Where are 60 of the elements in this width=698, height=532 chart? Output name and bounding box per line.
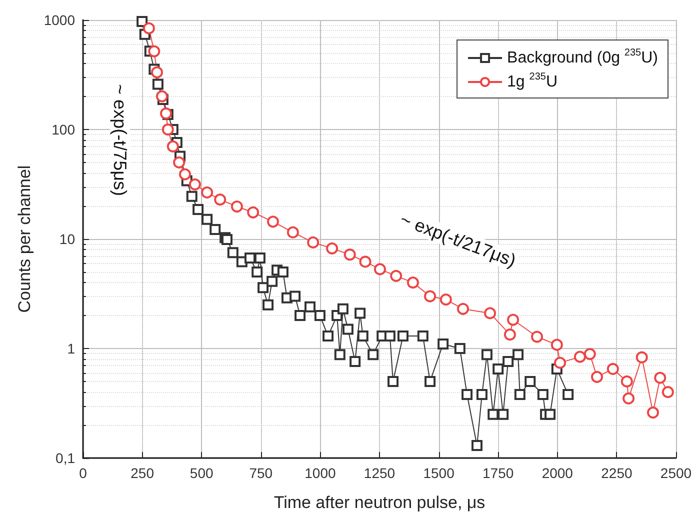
point xyxy=(440,294,452,306)
point xyxy=(374,263,386,276)
point xyxy=(406,276,419,289)
point xyxy=(647,406,659,419)
point xyxy=(662,386,674,398)
point xyxy=(179,168,191,180)
point xyxy=(591,370,604,383)
y-tick-label: 1 xyxy=(67,340,76,356)
x-tick-label: 2250 xyxy=(601,465,632,481)
x-tick-label: 1750 xyxy=(482,465,514,481)
x-axis-title: Time after neutron pulse, μs xyxy=(274,493,486,512)
point xyxy=(326,242,338,254)
point xyxy=(636,351,648,364)
point xyxy=(359,256,372,268)
point xyxy=(550,338,563,351)
point xyxy=(201,186,214,198)
point xyxy=(390,270,402,282)
x-tick-label: 2500 xyxy=(660,465,692,481)
point xyxy=(173,156,186,168)
y-tick-label: 10 xyxy=(59,231,76,247)
x-tick-label: 750 xyxy=(249,465,273,481)
point xyxy=(188,178,201,190)
point xyxy=(484,307,496,320)
point xyxy=(148,45,160,58)
point xyxy=(507,314,520,326)
y-tick-label: 100 xyxy=(52,122,76,138)
point xyxy=(166,140,179,152)
x-tick-label: 1000 xyxy=(304,465,336,481)
point xyxy=(247,206,260,218)
x-tick-label: 1500 xyxy=(423,465,455,481)
point xyxy=(584,348,596,360)
point xyxy=(424,290,436,302)
point xyxy=(230,200,243,213)
point xyxy=(554,356,566,369)
x-tick-label: 0 xyxy=(79,465,88,481)
point xyxy=(457,302,469,315)
point xyxy=(344,248,356,261)
y-tick-label: 0,1 xyxy=(56,450,76,466)
y-axis-title: Counts per channel xyxy=(14,165,34,313)
x-tick-label: 2000 xyxy=(542,465,574,481)
point xyxy=(654,372,666,384)
point xyxy=(620,375,633,388)
y-tick-label: 1000 xyxy=(44,12,76,28)
x-tick-label: 1250 xyxy=(364,465,396,481)
point xyxy=(156,90,168,102)
point xyxy=(606,362,619,375)
point xyxy=(267,216,279,228)
point xyxy=(574,350,586,363)
point xyxy=(504,328,516,341)
x-tick-label: 250 xyxy=(130,465,154,481)
point xyxy=(151,66,164,78)
point xyxy=(162,124,174,136)
point xyxy=(286,226,299,238)
annotation: ~ exp(-t/75μs) xyxy=(110,84,130,196)
point xyxy=(214,194,226,206)
point xyxy=(307,236,320,248)
point xyxy=(531,330,543,343)
point xyxy=(142,22,155,34)
x-tick-label: 500 xyxy=(190,465,214,481)
point xyxy=(622,392,635,404)
